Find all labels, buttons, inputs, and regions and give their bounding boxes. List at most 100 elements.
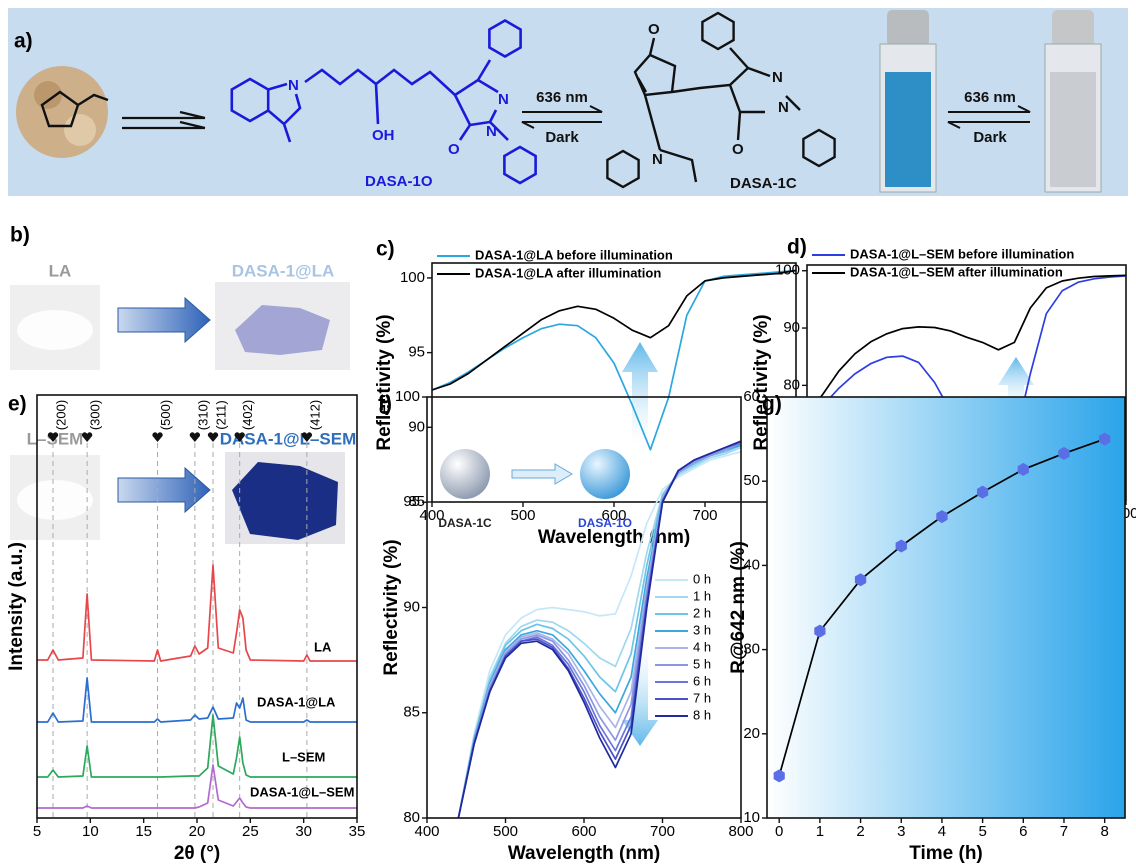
- y-tick-label: 90: [403, 598, 420, 615]
- atom-label: O: [732, 141, 744, 158]
- transition-arrow: [512, 464, 572, 484]
- panel-label: a): [14, 30, 33, 53]
- peak-label: (310): [195, 400, 210, 430]
- y-tick-label: 90: [408, 418, 425, 435]
- figure: a) N OH O N N DASA-1O 636 nm Dark O N N …: [0, 0, 1136, 868]
- annotation: DASA-1O: [578, 516, 632, 530]
- x-tick-label: 6: [1019, 823, 1027, 840]
- shape: [1052, 10, 1094, 46]
- y-tick-label: 60: [743, 388, 760, 405]
- y-tick-label: 10: [743, 809, 760, 826]
- panel-label: g): [762, 393, 782, 416]
- photo-powder: [17, 310, 93, 350]
- legend-label: 2 h: [693, 605, 711, 620]
- x-tick-label: 30: [295, 823, 312, 840]
- panel-label: c): [376, 238, 395, 261]
- sphere: [580, 449, 630, 499]
- x-axis-label: Time (h): [909, 843, 983, 864]
- y-tick-label: 50: [743, 472, 760, 489]
- legend-label: 5 h: [693, 656, 711, 671]
- atom-label: N: [778, 99, 789, 116]
- peak-marker: [152, 432, 162, 442]
- photo-texture: [64, 114, 96, 146]
- sphere: [440, 449, 490, 499]
- peak-marker: [190, 432, 200, 442]
- legend-label: 3 h: [693, 622, 711, 637]
- series-label: DASA-1@L–SEM: [250, 784, 354, 799]
- compound-label: DASA-1O: [365, 173, 433, 190]
- atom-label: O: [648, 21, 660, 38]
- legend-label: 8 h: [693, 707, 711, 722]
- shape: [1050, 72, 1096, 187]
- photo-label: DASA-1@LA: [232, 261, 335, 280]
- legend-label: 4 h: [693, 639, 711, 654]
- series-label: DASA-1@LA: [257, 694, 336, 709]
- y-axis-label: Reflectivity (%): [374, 314, 395, 450]
- legend-label: 1 h: [693, 588, 711, 603]
- peak-label: (412): [307, 400, 322, 430]
- panel-label: f): [378, 393, 392, 416]
- x-tick-label: 5: [33, 823, 41, 840]
- annotation: DASA-1C: [438, 516, 492, 530]
- peak-label: (211): [213, 400, 228, 429]
- atom-label: N: [772, 69, 783, 86]
- x-axis-label: Wavelength (nm): [508, 843, 660, 864]
- x-tick-label: 15: [135, 823, 152, 840]
- peak-marker: [208, 432, 218, 442]
- plot-background: [767, 397, 1125, 818]
- y-tick-label: 80: [783, 376, 800, 393]
- peak-marker: [82, 432, 92, 442]
- atom-label: N: [288, 77, 299, 94]
- legend-label: DASA-1@LA before illumination: [475, 247, 673, 262]
- y-tick-label: 100: [775, 262, 800, 279]
- panel-label: e): [8, 393, 27, 416]
- y-tick-label: 85: [403, 704, 420, 721]
- legend-label: 7 h: [693, 690, 711, 705]
- legend-label: DASA-1@LA after illumination: [475, 265, 661, 280]
- furfural-photo: [16, 66, 108, 158]
- shape: [885, 72, 931, 187]
- x-tick-label: 3: [897, 823, 905, 840]
- x-axis-label: 2θ (°): [174, 843, 220, 864]
- y-tick-label: 20: [743, 725, 760, 742]
- atom-label: N: [486, 123, 497, 140]
- photos-panel: b) LA DASA-1@LA L–SEM DASA-1@L–SEM: [10, 224, 356, 544]
- x-tick-label: 4: [938, 823, 946, 840]
- peak-label: (402): [240, 400, 255, 430]
- y-tick-label: 100: [400, 269, 425, 286]
- dark-label: Dark: [973, 129, 1007, 146]
- y-tick-label: 95: [403, 493, 420, 510]
- x-tick-label: 1: [816, 823, 824, 840]
- y-axis-label: Intensity (a.u.): [6, 542, 27, 671]
- x-tick-label: 35: [349, 823, 366, 840]
- process-arrow: [118, 298, 210, 342]
- x-tick-label: 500: [510, 507, 535, 524]
- x-tick-label: 25: [242, 823, 259, 840]
- x-tick-label: 700: [692, 507, 717, 524]
- x-tick-label: 8: [1100, 823, 1108, 840]
- light-label: 636 nm: [536, 89, 588, 106]
- series-line: [807, 275, 1126, 415]
- scheme-panel: a) N OH O N N DASA-1O 636 nm Dark O N N …: [8, 8, 1128, 196]
- peak-label: (200): [53, 400, 68, 430]
- x-tick-label: 10: [82, 823, 99, 840]
- x-tick-label: 600: [571, 823, 596, 840]
- peak-label: (500): [158, 400, 173, 430]
- series-line: [432, 271, 796, 391]
- y-tick-label: 100: [395, 388, 420, 405]
- x-tick-label: 20: [189, 823, 206, 840]
- legend-label: 0 h: [693, 571, 711, 586]
- legend-label: DASA-1@L–SEM after illumination: [850, 264, 1063, 279]
- peak-label: (300): [88, 400, 103, 430]
- atom-label: O: [448, 141, 460, 158]
- y-axis-label: R@642 nm (%): [728, 541, 749, 674]
- y-axis-label: Reflectivity (%): [381, 539, 402, 675]
- photo-powder: [17, 480, 93, 520]
- x-tick-label: 7: [1060, 823, 1068, 840]
- process-arrow: [118, 468, 210, 512]
- y-tick-label: 95: [408, 344, 425, 361]
- photo-label: LA: [49, 261, 72, 280]
- y-tick-label: 90: [783, 319, 800, 336]
- x-tick-label: 2: [856, 823, 864, 840]
- dark-label: Dark: [545, 129, 579, 146]
